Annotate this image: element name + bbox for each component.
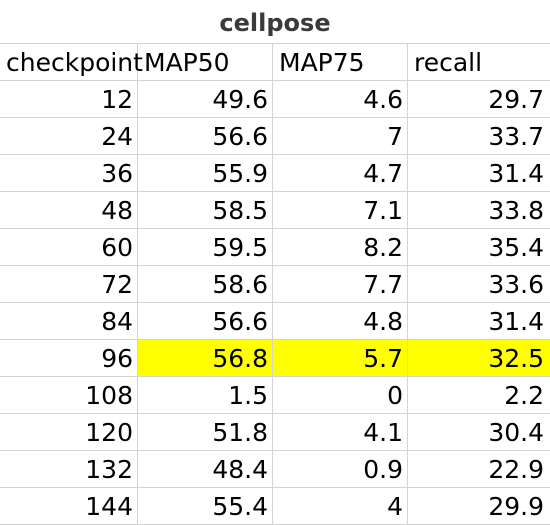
cell-map50[interactable]: 58.6 <box>138 266 273 302</box>
table-row-highlighted: 96 56.8 5.7 32.5 <box>0 340 550 377</box>
cell-checkpoint[interactable]: 132 <box>0 451 138 487</box>
cell-map50[interactable]: 58.5 <box>138 192 273 228</box>
table-row: 132 48.4 0.9 22.9 <box>0 451 550 488</box>
cell-recall[interactable]: 33.8 <box>488 196 544 225</box>
table-row: 120 51.8 4.1 30.4 <box>0 414 550 451</box>
cell-map75[interactable]: 7.1 <box>273 192 408 228</box>
table-row: 84 56.6 4.8 31.4 <box>0 303 550 340</box>
cell-checkpoint[interactable]: 108 <box>0 377 138 413</box>
cell-recall[interactable]: 33.6 <box>488 270 544 299</box>
table-row: 24 56.6 7 33.7 <box>0 118 550 155</box>
cell-map50[interactable]: 49.6 <box>138 81 273 117</box>
cell-checkpoint[interactable]: 24 <box>0 118 138 154</box>
cell-recall[interactable]: 31.4 <box>488 159 544 188</box>
cell-recall[interactable]: 30.4 <box>488 418 544 447</box>
table-row: 72 58.6 7.7 33.6 <box>0 266 550 303</box>
table-row: 144 55.4 4 29.9 <box>0 488 550 525</box>
cell-map50[interactable]: 55.4 <box>138 488 273 524</box>
cell-recall[interactable]: 29.9 <box>488 492 544 521</box>
cell-checkpoint[interactable]: 12 <box>0 81 138 117</box>
table-row: 12 49.6 4.6 29.7 <box>0 81 550 118</box>
table-row: 108 1.5 0 2.2 <box>0 377 550 414</box>
header-map75[interactable]: MAP75 <box>273 44 408 80</box>
header-row: checkpoint MAP50 MAP75 recall <box>0 44 550 81</box>
header-checkpoint[interactable]: checkpoint <box>0 44 143 80</box>
cell-map50-highlighted[interactable]: 56.8 <box>138 340 273 376</box>
cell-map75[interactable]: 4.1 <box>273 414 408 450</box>
data-grid: checkpoint MAP50 MAP75 recall 12 49.6 4.… <box>0 44 550 525</box>
cell-map75[interactable]: 4 <box>273 488 408 524</box>
cell-map50[interactable]: 56.6 <box>138 118 273 154</box>
cell-recall[interactable]: 31.4 <box>488 307 544 336</box>
cell-map75[interactable]: 0.9 <box>273 451 408 487</box>
cell-map50[interactable]: 56.6 <box>138 303 273 339</box>
table-row: 60 59.5 8.2 35.4 <box>0 229 550 266</box>
cell-map75[interactable]: 4.6 <box>273 81 408 117</box>
cell-checkpoint[interactable]: 72 <box>0 266 138 302</box>
cell-map75[interactable]: 4.8 <box>273 303 408 339</box>
cell-map75[interactable]: 0 <box>273 377 408 413</box>
cell-checkpoint[interactable]: 120 <box>0 414 138 450</box>
cell-recall[interactable]: 22.9 <box>488 455 544 484</box>
table-title[interactable]: cellpose <box>219 9 331 37</box>
cell-map50[interactable]: 55.9 <box>138 155 273 191</box>
cell-checkpoint[interactable]: 96 <box>0 340 138 376</box>
cell-recall-highlighted[interactable]: 32.5 <box>408 340 550 376</box>
cell-checkpoint[interactable]: 36 <box>0 155 138 191</box>
cell-checkpoint[interactable]: 60 <box>0 229 138 265</box>
cell-checkpoint[interactable]: 144 <box>0 488 138 524</box>
cell-map50[interactable]: 59.5 <box>138 229 273 265</box>
cell-map75[interactable]: 4.7 <box>273 155 408 191</box>
cell-map75[interactable]: 7 <box>273 118 408 154</box>
table-row: 48 58.5 7.1 33.8 <box>0 192 550 229</box>
cell-map50[interactable]: 1.5 <box>138 377 273 413</box>
cell-map75[interactable]: 8.2 <box>273 229 408 265</box>
cell-map75-highlighted[interactable]: 5.7 <box>273 340 408 376</box>
cell-checkpoint[interactable]: 84 <box>0 303 138 339</box>
table-row: 36 55.9 4.7 31.4 <box>0 155 550 192</box>
cell-recall[interactable]: 35.4 <box>488 233 544 262</box>
cell-recall[interactable]: 29.7 <box>488 85 544 114</box>
cell-map50[interactable]: 51.8 <box>138 414 273 450</box>
cell-checkpoint[interactable]: 48 <box>0 192 138 228</box>
cell-recall[interactable]: 2.2 <box>504 381 544 410</box>
title-row: cellpose <box>0 0 550 44</box>
cell-recall[interactable]: 33.7 <box>488 122 544 151</box>
cell-map75[interactable]: 7.7 <box>273 266 408 302</box>
header-map50[interactable]: MAP50 <box>138 44 273 80</box>
header-recall[interactable]: recall <box>414 48 483 77</box>
cell-map50[interactable]: 48.4 <box>138 451 273 487</box>
